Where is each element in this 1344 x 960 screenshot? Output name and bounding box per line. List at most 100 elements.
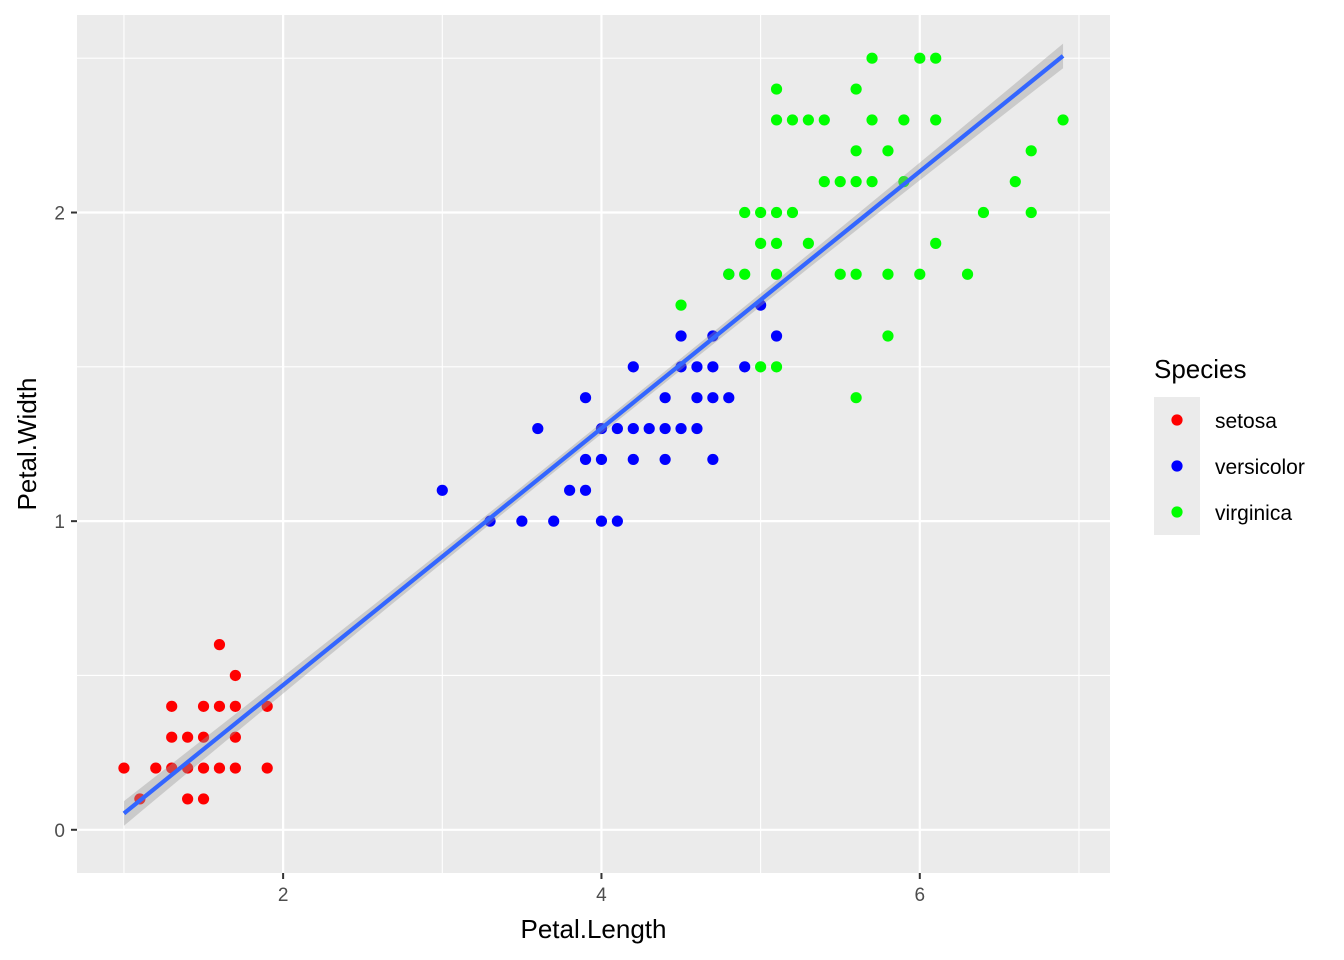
data-point-versicolor bbox=[675, 422, 687, 435]
data-point-versicolor bbox=[516, 515, 528, 527]
data-point-versicolor bbox=[691, 392, 703, 404]
data-point-versicolor bbox=[611, 422, 623, 435]
legend: Species setosa versicolor virginica bbox=[1154, 354, 1305, 535]
legend-title: Species bbox=[1154, 354, 1247, 384]
data-point-virginica bbox=[1057, 114, 1069, 126]
data-point-versicolor bbox=[659, 422, 671, 435]
data-point-versicolor bbox=[436, 484, 448, 496]
data-point-virginica bbox=[1025, 206, 1037, 219]
data-point-versicolor bbox=[770, 330, 783, 342]
data-point-virginica bbox=[770, 268, 783, 280]
data-point-setosa bbox=[150, 762, 162, 774]
regression-line bbox=[122, 54, 1065, 816]
data-point-virginica bbox=[1009, 176, 1021, 188]
data-point-virginica bbox=[850, 145, 862, 157]
data-point-setosa bbox=[166, 731, 178, 743]
data-point-virginica bbox=[755, 237, 767, 249]
data-point-setosa bbox=[213, 639, 226, 651]
data-point-virginica bbox=[930, 114, 942, 126]
x-tick-label: 6 bbox=[915, 885, 926, 906]
data-point-virginica bbox=[1025, 145, 1037, 157]
legend-key-setosa bbox=[1171, 414, 1183, 426]
data-point-virginica bbox=[770, 114, 783, 126]
legend-label-setosa: setosa bbox=[1215, 410, 1277, 433]
data-point-virginica bbox=[675, 299, 687, 311]
data-point-versicolor bbox=[627, 422, 639, 435]
data-point-setosa bbox=[261, 700, 273, 712]
data-point-versicolor bbox=[739, 361, 751, 373]
data-point-versicolor bbox=[659, 392, 671, 404]
data-point-setosa bbox=[213, 762, 226, 774]
data-point-versicolor bbox=[611, 515, 623, 527]
data-point-virginica bbox=[834, 176, 846, 188]
data-point-setosa bbox=[213, 700, 226, 712]
series-virginica bbox=[675, 52, 1069, 404]
data-point-virginica bbox=[882, 145, 894, 157]
data-point-versicolor bbox=[579, 453, 592, 466]
data-point-virginica bbox=[770, 237, 783, 249]
y-tick-label: 0 bbox=[54, 821, 65, 842]
data-point-versicolor bbox=[627, 453, 639, 466]
data-point-virginica bbox=[850, 83, 862, 95]
data-point-versicolor bbox=[595, 515, 608, 527]
legend-label-virginica: virginica bbox=[1215, 502, 1292, 525]
legend-entries: setosa versicolor virginica bbox=[1171, 410, 1305, 525]
data-point-virginica bbox=[977, 206, 990, 219]
data-point-virginica bbox=[786, 206, 799, 219]
data-point-versicolor bbox=[707, 361, 719, 373]
data-point-virginica bbox=[834, 268, 846, 280]
legend-key-virginica bbox=[1171, 506, 1183, 518]
data-point-versicolor bbox=[675, 330, 687, 342]
data-point-virginica bbox=[739, 206, 751, 219]
data-point-virginica bbox=[866, 114, 878, 126]
series-versicolor bbox=[436, 268, 783, 527]
data-point-setosa bbox=[197, 700, 210, 712]
data-point-versicolor bbox=[691, 422, 703, 435]
data-point-versicolor bbox=[691, 361, 703, 373]
data-point-setosa bbox=[197, 731, 210, 743]
data-point-virginica bbox=[961, 268, 974, 280]
data-point-virginica bbox=[882, 330, 894, 342]
data-point-virginica bbox=[818, 176, 830, 188]
data-point-versicolor bbox=[579, 484, 592, 496]
data-point-virginica bbox=[866, 176, 878, 188]
data-point-virginica bbox=[770, 83, 783, 95]
data-point-virginica bbox=[802, 114, 814, 126]
data-point-virginica bbox=[755, 206, 767, 219]
regression-layer bbox=[122, 43, 1065, 826]
data-point-versicolor bbox=[643, 422, 655, 435]
data-point-virginica bbox=[802, 237, 814, 249]
major-gridlines bbox=[77, 15, 1110, 873]
data-point-setosa bbox=[182, 793, 194, 805]
data-point-virginica bbox=[723, 268, 735, 280]
data-point-setosa bbox=[118, 762, 130, 774]
data-point-versicolor bbox=[595, 453, 608, 466]
data-point-setosa bbox=[197, 762, 210, 774]
data-point-setosa bbox=[229, 669, 241, 682]
x-tick-label: 4 bbox=[596, 885, 607, 906]
data-point-virginica bbox=[914, 268, 926, 280]
data-point-versicolor bbox=[564, 484, 576, 496]
x-axis-title: Petal.Length bbox=[520, 914, 666, 944]
data-point-virginica bbox=[898, 114, 910, 126]
data-point-virginica bbox=[930, 52, 942, 64]
data-point-setosa bbox=[166, 700, 178, 712]
data-point-versicolor bbox=[707, 392, 719, 404]
data-point-virginica bbox=[850, 176, 862, 188]
data-point-versicolor bbox=[579, 392, 592, 404]
y-tick-label: 2 bbox=[54, 204, 65, 225]
data-point-versicolor bbox=[723, 392, 735, 404]
y-axis-title: Petal.Width bbox=[12, 378, 42, 511]
series-setosa bbox=[118, 639, 273, 805]
data-point-setosa bbox=[229, 700, 241, 712]
data-point-virginica bbox=[786, 114, 799, 126]
data-point-virginica bbox=[770, 361, 783, 373]
y-tick-label: 1 bbox=[54, 512, 65, 533]
data-point-virginica bbox=[755, 361, 767, 373]
data-point-virginica bbox=[914, 52, 926, 64]
data-point-setosa bbox=[182, 731, 194, 743]
data-point-setosa bbox=[261, 762, 273, 774]
data-point-versicolor bbox=[532, 422, 544, 435]
data-point-virginica bbox=[850, 268, 862, 280]
